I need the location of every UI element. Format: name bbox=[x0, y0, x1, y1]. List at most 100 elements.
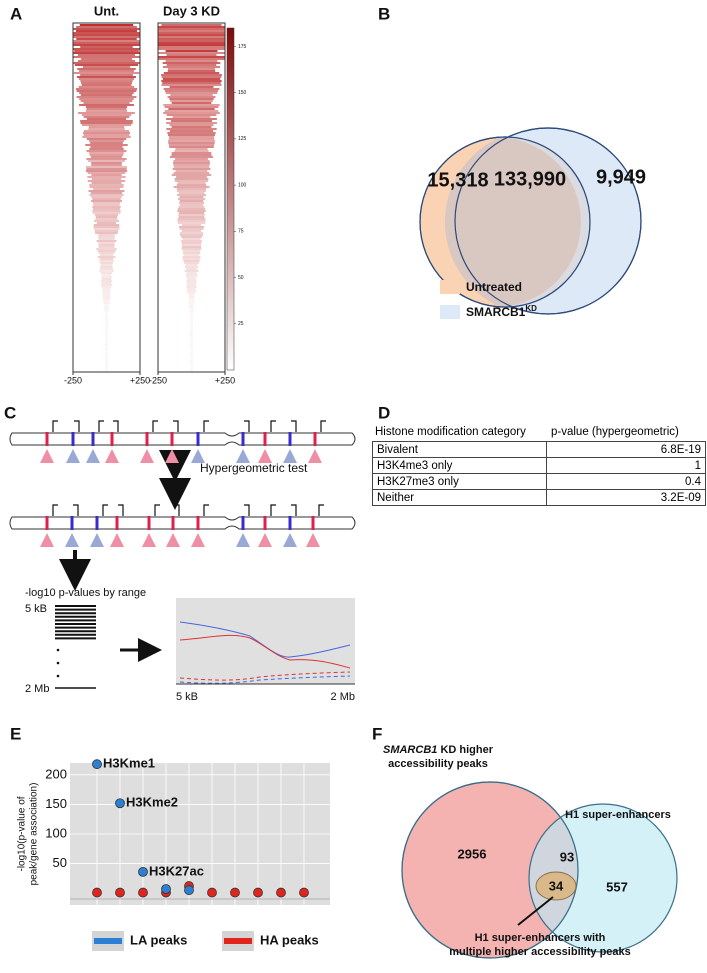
heatmap-row bbox=[105, 336, 108, 338]
heatmap-row bbox=[174, 150, 209, 152]
heatmap-row bbox=[174, 178, 209, 180]
heatmap-row bbox=[166, 128, 217, 130]
heatmap-row bbox=[81, 114, 132, 116]
heatmap-row bbox=[168, 136, 215, 138]
peak-triangle bbox=[236, 533, 250, 547]
heatmap-row bbox=[104, 348, 109, 350]
locus-mark bbox=[196, 432, 200, 446]
peak-triangle bbox=[258, 533, 272, 547]
heatmap-row bbox=[169, 130, 214, 132]
heatmap-row bbox=[171, 126, 212, 128]
illustrative-line bbox=[179, 671, 351, 681]
legend-label: SMARCB1KD bbox=[466, 304, 537, 319]
heatmap-row bbox=[167, 140, 216, 142]
colorbar-tick-label: 125 bbox=[238, 136, 247, 142]
tss-arrow bbox=[320, 420, 326, 432]
heatmap-row bbox=[173, 166, 210, 168]
heatmap-row bbox=[171, 174, 212, 176]
heatmap-row bbox=[75, 88, 138, 90]
heatmap-row bbox=[98, 238, 115, 240]
heatmap-row bbox=[171, 102, 212, 104]
heatmap-row bbox=[89, 148, 124, 150]
heatmap-row bbox=[189, 306, 194, 308]
heatmap-row bbox=[73, 48, 140, 50]
ellipsis-dot bbox=[56, 661, 60, 665]
heatmap-row bbox=[173, 172, 210, 174]
locus-mark bbox=[241, 432, 245, 446]
heatmap-row bbox=[101, 276, 112, 278]
heatmap-row bbox=[190, 322, 193, 324]
heatmap-row bbox=[95, 216, 118, 218]
venn-outline bbox=[401, 781, 579, 959]
heatmap-row bbox=[105, 334, 108, 336]
heatmap-row bbox=[174, 180, 209, 182]
tss-arrow bbox=[73, 504, 79, 516]
heatmap-row bbox=[105, 314, 108, 316]
heatmap-row bbox=[171, 154, 212, 156]
heatmap-row bbox=[105, 318, 108, 320]
table-row: H3K27me3 only 0.4 bbox=[372, 473, 706, 490]
heatmap-row bbox=[178, 216, 205, 218]
heatmap-row bbox=[190, 316, 193, 318]
peak-triangle bbox=[166, 533, 180, 547]
heatmap-row bbox=[79, 92, 134, 94]
heatmap-row bbox=[178, 206, 205, 208]
heatmap-row bbox=[73, 28, 140, 30]
heatmap-row bbox=[158, 38, 225, 40]
x-tick-label: -250 bbox=[149, 375, 167, 385]
locus-mark bbox=[95, 516, 99, 530]
heatmap-row bbox=[95, 232, 118, 234]
y-axis-label: -log10(p-value of bbox=[17, 796, 28, 871]
set-a-label: accessibility peaks bbox=[388, 758, 488, 770]
heatmap-row bbox=[88, 190, 125, 192]
heatmap-row bbox=[92, 212, 121, 214]
heatmap-row bbox=[86, 166, 127, 168]
heatmap-row bbox=[177, 220, 206, 222]
venn-count: 2956 bbox=[458, 846, 487, 861]
heatmap-row bbox=[78, 112, 135, 114]
legend-label-main: SMARCB1 bbox=[466, 305, 526, 319]
panel-letter: E bbox=[10, 724, 21, 743]
heatmap-row bbox=[166, 114, 217, 116]
heatmap-row bbox=[92, 210, 121, 212]
heatmap-row bbox=[73, 32, 140, 34]
heatmap-row bbox=[189, 334, 194, 336]
heatmap-row bbox=[74, 50, 139, 52]
heatmap-row bbox=[158, 28, 225, 30]
heatmap-row bbox=[83, 102, 130, 104]
venn-overlap bbox=[444, 137, 581, 307]
heatmap-row bbox=[188, 304, 195, 306]
heatmap-row bbox=[158, 36, 225, 38]
heatmap-row bbox=[93, 188, 120, 190]
heatmap-row bbox=[186, 276, 197, 278]
heatmap-row bbox=[105, 328, 108, 330]
heatmap-row bbox=[177, 208, 206, 210]
peak-triangle bbox=[40, 533, 54, 547]
heatmap-row bbox=[73, 52, 140, 54]
heatmap-row bbox=[89, 184, 124, 186]
heatmap-row bbox=[175, 158, 208, 160]
locus-mark bbox=[171, 516, 175, 530]
heatmap-row bbox=[90, 146, 123, 148]
heatmap-row bbox=[158, 30, 225, 32]
legend-label: Untreated bbox=[466, 280, 522, 294]
heatmap-row bbox=[96, 240, 117, 242]
heatmap-row bbox=[165, 50, 218, 52]
heatmap-row bbox=[161, 80, 222, 82]
heatmap-row bbox=[184, 262, 199, 264]
heatmap-row bbox=[173, 160, 210, 162]
locus-mark bbox=[170, 432, 174, 446]
heatmap-row bbox=[175, 170, 208, 172]
heatmap-row bbox=[188, 296, 195, 298]
heatmap-row bbox=[100, 272, 113, 274]
panel-letter: D bbox=[378, 403, 390, 422]
heatmap-row bbox=[186, 290, 197, 292]
colorbar-tick-label: 175 bbox=[238, 44, 247, 50]
heatmap-row bbox=[158, 56, 225, 58]
venn-count: 34 bbox=[549, 878, 564, 893]
point bbox=[115, 798, 125, 809]
heatmap-row bbox=[105, 324, 108, 326]
heatmap-row bbox=[187, 288, 196, 290]
heatmap-row bbox=[188, 294, 195, 296]
heatmap-row bbox=[180, 204, 203, 206]
